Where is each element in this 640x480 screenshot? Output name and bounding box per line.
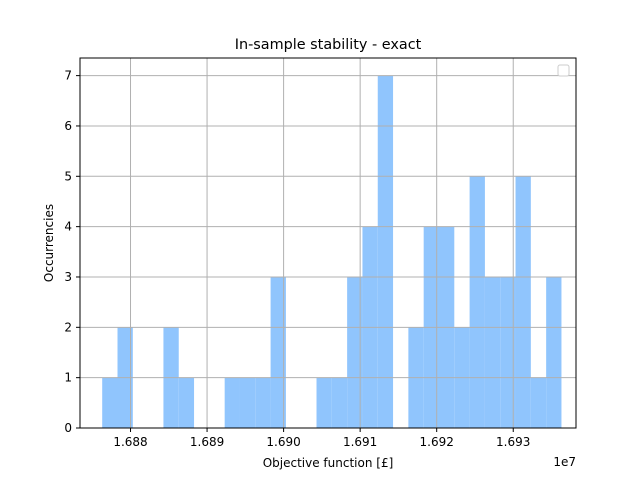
histogram-bar bbox=[178, 377, 195, 428]
histogram-bar bbox=[270, 276, 286, 428]
histogram-bar bbox=[500, 276, 516, 428]
histogram-bar bbox=[377, 75, 394, 428]
histogram-bar bbox=[255, 377, 271, 428]
x-tick-label: 1.689 bbox=[190, 435, 224, 449]
y-axis-ticks: 0 1 2 3 4 5 6 7 bbox=[64, 69, 80, 435]
histogram-bar bbox=[239, 377, 256, 428]
y-tick-label: 4 bbox=[64, 220, 72, 234]
x-axis-offset-label: 1e7 bbox=[553, 455, 576, 469]
y-tick-label: 1 bbox=[64, 371, 72, 385]
histogram-bar bbox=[331, 377, 348, 428]
y-axis-label: Occurrencies bbox=[42, 204, 56, 282]
x-tick-label: 1.691 bbox=[343, 435, 377, 449]
y-tick-label: 2 bbox=[64, 320, 72, 334]
histogram-bar bbox=[469, 176, 485, 428]
y-tick-label: 0 bbox=[64, 421, 72, 435]
histogram-bar bbox=[546, 276, 562, 428]
histogram-bar bbox=[316, 377, 332, 428]
y-tick-label: 5 bbox=[64, 169, 72, 183]
histogram-bar bbox=[515, 176, 531, 428]
histogram-bar bbox=[530, 377, 547, 428]
x-axis-label: Objective function [£] bbox=[263, 456, 394, 470]
y-tick-label: 6 bbox=[64, 119, 72, 133]
histogram-bar bbox=[224, 377, 240, 428]
x-tick-label: 1.688 bbox=[113, 435, 147, 449]
plot-frame bbox=[79, 57, 577, 429]
histogram-bar bbox=[484, 276, 501, 428]
y-tick-label: 7 bbox=[64, 69, 72, 83]
chart-title: In-sample stability - exact bbox=[235, 37, 422, 53]
x-tick-label: 1.693 bbox=[496, 435, 530, 449]
x-axis-ticks: 1.688 1.689 1.690 1.691 1.692 1.693 bbox=[113, 428, 530, 449]
x-tick-label: 1.692 bbox=[420, 435, 454, 449]
y-tick-label: 3 bbox=[64, 270, 72, 284]
histogram-bar bbox=[102, 377, 118, 428]
x-tick-label: 1.690 bbox=[266, 435, 300, 449]
legend-box bbox=[557, 64, 570, 77]
histogram-bar bbox=[347, 276, 363, 428]
